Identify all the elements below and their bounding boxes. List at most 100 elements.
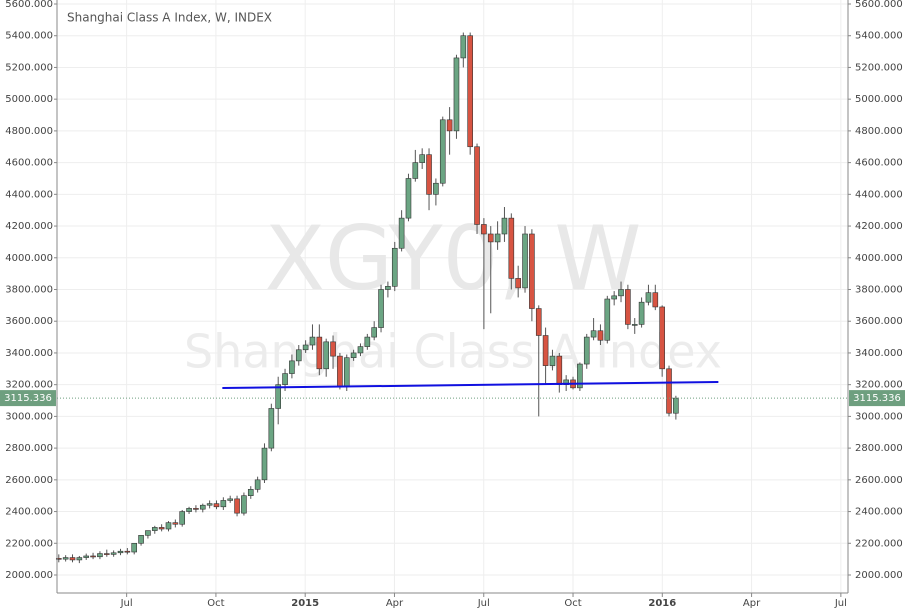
y-tick-label: 3000.000	[5, 411, 53, 422]
candle-body	[103, 553, 110, 555]
y-tick-label: 5000.000	[5, 94, 53, 105]
candle-body	[515, 278, 521, 289]
y-tick-label: 4000.000	[5, 253, 53, 264]
candle-body	[62, 557, 69, 560]
candle-body	[350, 352, 357, 359]
candle-body	[110, 552, 117, 555]
candle-body	[631, 324, 638, 326]
candle-body	[117, 550, 124, 554]
candle-body	[151, 527, 158, 531]
candle-body	[289, 360, 295, 374]
candle-body	[138, 535, 144, 544]
candle-body	[282, 373, 288, 385]
candle-body	[460, 35, 467, 59]
y-tick-label: 5600.000	[5, 0, 53, 10]
candle-body	[638, 301, 645, 325]
y-tick-label: 2200.000	[5, 538, 53, 549]
candle-body	[604, 298, 611, 341]
x-tick-label: Oct	[564, 598, 581, 609]
candle-body	[385, 286, 391, 290]
candle-body	[556, 355, 563, 385]
candle-body	[659, 306, 665, 370]
candle-body	[172, 522, 179, 525]
candle-body	[213, 503, 220, 508]
candle-body	[522, 233, 528, 289]
x-tick-label: Apr	[386, 598, 404, 609]
candle-body	[426, 154, 432, 195]
candle-body	[261, 447, 268, 481]
candle-body	[398, 217, 405, 249]
candle-body	[193, 508, 199, 510]
y-tick-label-right: 5000.000	[855, 94, 903, 105]
candle-body	[433, 182, 439, 195]
candle-body	[295, 349, 302, 362]
candle-body	[597, 330, 604, 341]
watermark-symbol: XGY0, W	[265, 207, 642, 310]
candle-body	[179, 511, 186, 525]
y-tick-label-right: 4200.000	[855, 221, 903, 232]
y-tick-label: 5400.000	[5, 31, 53, 42]
candle-body	[371, 327, 377, 338]
candle-body	[83, 555, 90, 558]
x-tick-label: Oct	[207, 598, 224, 609]
y-tick-label-right: 2400.000	[855, 507, 903, 518]
y-tick-label-right: 2600.000	[855, 475, 903, 486]
y-tick-label: 2800.000	[5, 443, 53, 454]
candle-body	[419, 154, 425, 163]
y-tick-label-right: 5600.000	[855, 0, 903, 10]
candle-body	[165, 522, 172, 530]
candle-body	[206, 503, 213, 506]
candle-body	[241, 495, 247, 514]
y-tick-label: 3800.000	[5, 285, 53, 296]
candle-body	[625, 289, 631, 325]
candle-body	[535, 308, 542, 336]
candle-body	[76, 557, 83, 561]
watermark-name: Shanghai Class A Index	[184, 325, 722, 379]
y-tick-label-right: 5200.000	[855, 62, 903, 73]
candle-body	[275, 384, 281, 409]
candle-body	[405, 178, 412, 219]
plot	[55, 32, 719, 564]
x-tick-label: Jul	[834, 598, 847, 609]
candle-body	[666, 368, 672, 414]
y-tick-label: 4800.000	[5, 126, 53, 137]
candle-body	[590, 330, 597, 338]
candle-body	[446, 119, 453, 132]
candle-body	[508, 217, 515, 279]
y-tick-label: 3200.000	[5, 380, 53, 391]
y-tick-label-right: 3600.000	[855, 316, 903, 327]
y-tick-label: 4400.000	[5, 189, 53, 200]
candle-body	[69, 557, 76, 561]
candle-body	[501, 217, 508, 235]
candle-body	[439, 119, 446, 184]
candle-body	[309, 336, 316, 346]
y-tick-label: 2000.000	[5, 570, 53, 581]
candle-body	[357, 346, 364, 354]
candle-body	[412, 162, 419, 179]
candle-body	[55, 558, 62, 560]
candle-body	[199, 504, 206, 510]
last-price-label-right: 3115.336	[853, 393, 901, 404]
y-tick-label: 2600.000	[5, 475, 53, 486]
candle-body	[323, 341, 329, 370]
candle-body	[378, 289, 384, 328]
candle-body	[583, 336, 590, 365]
candle-body	[481, 224, 487, 235]
candle-body	[529, 233, 535, 309]
y-tick-label-right: 4400.000	[855, 189, 903, 200]
candle-body	[611, 295, 617, 300]
y-tick-label-right: 2000.000	[855, 570, 903, 581]
x-tick-label: Jul	[120, 598, 133, 609]
candle-body	[227, 498, 233, 501]
candle-body	[343, 357, 350, 387]
candle-body	[330, 341, 336, 357]
y-tick-label-right: 3400.000	[855, 348, 903, 359]
candle-body	[316, 336, 323, 370]
x-tick-label: 2015	[291, 598, 319, 609]
candle-body	[254, 479, 261, 490]
candle-body	[337, 355, 343, 387]
candle-body	[234, 498, 240, 514]
candle-body	[494, 233, 501, 243]
